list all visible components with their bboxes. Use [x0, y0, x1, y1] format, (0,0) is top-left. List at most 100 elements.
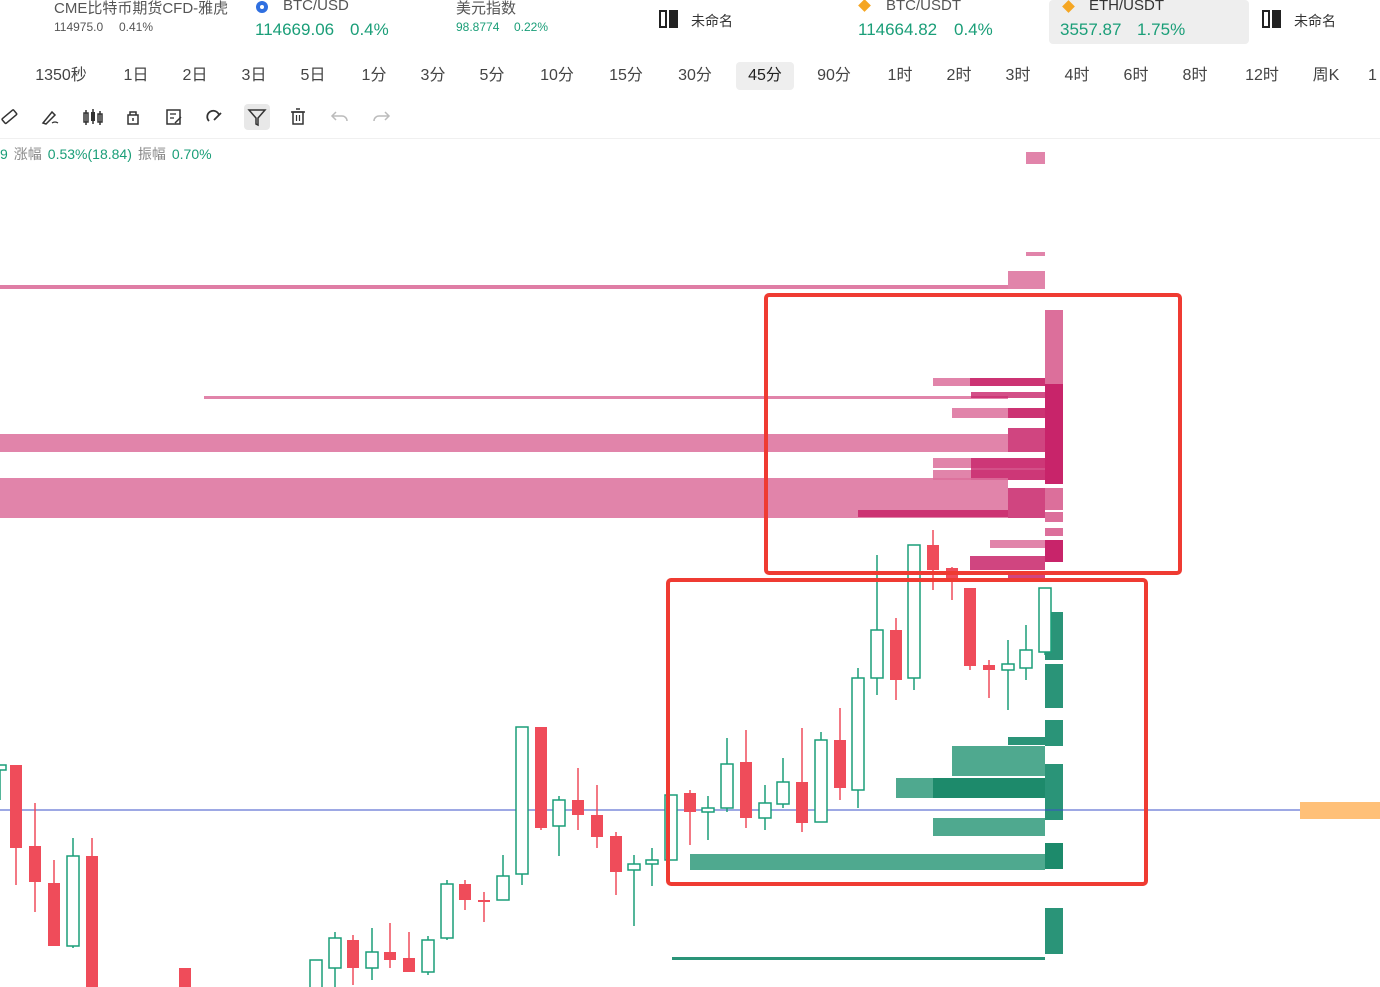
- candle-body: [0, 764, 7, 771]
- interval-item[interactable]: 4时: [1064, 67, 1090, 84]
- candle-body: [421, 939, 435, 973]
- candle-down: [29, 803, 41, 912]
- candle-body: [907, 544, 921, 679]
- interval-item[interactable]: 1: [1368, 67, 1377, 84]
- interval-item[interactable]: 30分: [678, 67, 712, 84]
- interval-item[interactable]: 15分: [609, 67, 643, 84]
- candle-up: [552, 796, 566, 856]
- ticker-btc-usdt[interactable]: BTC/USDT 114664.82 0.4%: [848, 0, 1028, 44]
- interval-item[interactable]: 1日: [123, 67, 149, 84]
- candle-down: [983, 660, 995, 698]
- ask-column-bar: [1045, 310, 1063, 384]
- candle-body: [591, 815, 603, 837]
- candle-up: [907, 544, 921, 690]
- ticker-dollar-index[interactable]: 美元指数 98.8774 0.22%: [446, 0, 596, 44]
- interval-item[interactable]: 3日: [241, 67, 267, 84]
- candle-down: [535, 727, 547, 830]
- interval-item[interactable]: 90分: [817, 67, 851, 84]
- candle-body: [328, 937, 342, 969]
- interval-item[interactable]: 6时: [1123, 67, 1149, 84]
- candle-down: [591, 785, 603, 848]
- bid-volume-bars: [672, 612, 1063, 960]
- interval-item-active[interactable]: 45分: [736, 62, 794, 90]
- interval-item[interactable]: 周K: [1312, 67, 1340, 84]
- ruler-icon[interactable]: [0, 104, 22, 130]
- candle-body: [1038, 587, 1052, 653]
- candle-down: [610, 832, 622, 895]
- candle-body: [740, 762, 752, 818]
- ask-volume-bar: [971, 392, 1045, 398]
- ticker-name: CME比特币期货CFD-雅虎: [54, 0, 229, 17]
- interval-item[interactable]: 2日: [182, 67, 208, 84]
- redo-icon[interactable]: [368, 104, 394, 130]
- ticker-price: 98.8774: [456, 20, 500, 34]
- undo-icon[interactable]: [327, 104, 353, 130]
- ask-volume-bars: [0, 152, 1045, 582]
- ticker-name: 美元指数: [456, 0, 517, 17]
- interval-item[interactable]: 8时: [1182, 67, 1208, 84]
- bid-volume-bar: [952, 746, 1045, 776]
- candle-body: [384, 952, 396, 960]
- candle-up: [440, 880, 454, 940]
- candle-body: [927, 545, 939, 570]
- interval-bar: ˊ 1350秒 1日 2日 3日 5日 1分 3分 5分 10分 15分 30分…: [0, 56, 1380, 96]
- ticker-change: 1.75%: [1137, 20, 1186, 39]
- lock-icon[interactable]: [120, 104, 146, 130]
- ask-volume-bar: [1026, 252, 1045, 256]
- ask-volume-bar: [0, 285, 1008, 289]
- ask-volume-bar: [970, 556, 1045, 570]
- note-icon[interactable]: [161, 104, 187, 130]
- candle-body: [814, 739, 828, 823]
- candle-down: [796, 728, 808, 832]
- candle-body: [86, 856, 98, 987]
- candle-down: [179, 968, 191, 987]
- candle-body: [627, 863, 641, 871]
- candle-body: [48, 883, 60, 946]
- bid-column-bar: [1045, 664, 1063, 708]
- volume-column-ask: [1045, 310, 1063, 562]
- interval-item[interactable]: 12时: [1245, 67, 1279, 84]
- bid-volume-bar: [933, 818, 1045, 836]
- ticker-eth-usdt[interactable]: ETH/USDT 3557.87 1.75%: [1049, 0, 1249, 44]
- layout-unnamed-1[interactable]: 未命名: [650, 0, 760, 44]
- ticker-price: 114664.82: [858, 20, 938, 39]
- candle-up: [328, 932, 342, 987]
- candle-down: [403, 932, 415, 972]
- ticker-name: BTC/USDT: [886, 0, 961, 14]
- bid-column-bar: [1045, 843, 1063, 869]
- ticker-price: 114975.0: [54, 20, 104, 34]
- bid-column-bar: [1045, 764, 1063, 820]
- highlight-box-upper[interactable]: [764, 293, 1182, 575]
- interval-item[interactable]: 2时: [946, 67, 972, 84]
- interval-item[interactable]: 3分: [420, 67, 446, 84]
- interval-item[interactable]: 1350秒: [35, 67, 87, 84]
- filter-icon[interactable]: [244, 104, 270, 130]
- price-tag: [1300, 802, 1380, 819]
- layout-unnamed-2[interactable]: 未命名: [1254, 0, 1374, 44]
- interval-item[interactable]: 3时: [1005, 67, 1031, 84]
- ticker-btc-usd[interactable]: BTC/USD 114669.06 0.4%: [252, 0, 412, 44]
- ticker-change: 0.4%: [954, 20, 993, 39]
- candle-body: [10, 765, 22, 848]
- candle-body: [758, 802, 772, 819]
- ticker-change: 0.41%: [119, 20, 154, 34]
- magnet-icon[interactable]: [202, 104, 228, 130]
- ticker-change: 0.4%: [350, 20, 389, 39]
- highlight-box-lower[interactable]: [666, 578, 1148, 886]
- ticker-cme-btc[interactable]: CME比特币期货CFD-雅虎 114975.0 0.41%: [44, 0, 244, 44]
- interval-item[interactable]: 5分: [479, 67, 505, 84]
- interval-item[interactable]: 10分: [540, 67, 574, 84]
- ticker-price: 3557.87: [1060, 20, 1122, 39]
- candle-body: [684, 793, 696, 812]
- trash-icon[interactable]: [285, 104, 311, 130]
- candles: [0, 530, 1052, 987]
- interval-item[interactable]: 5日: [300, 67, 326, 84]
- layout-name: 未命名: [691, 13, 733, 29]
- ask-column-bar: [1045, 540, 1063, 562]
- candle-icon[interactable]: [79, 104, 105, 130]
- interval-item[interactable]: 1时: [887, 67, 913, 84]
- brush-icon[interactable]: [37, 104, 63, 130]
- change-label: 涨幅: [13, 146, 42, 162]
- interval-item[interactable]: 1分: [361, 67, 387, 84]
